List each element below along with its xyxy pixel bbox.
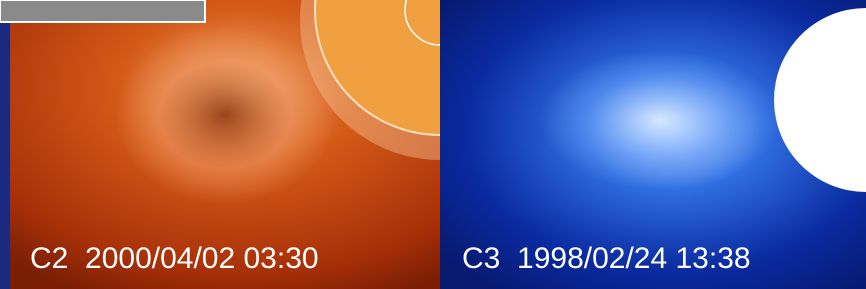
coronagraph-image: C2 2000/04/02 03:30 C3 1998/02/24 13:38 bbox=[0, 0, 866, 289]
cme-loop bbox=[540, 50, 780, 190]
inset-image bbox=[0, 0, 205, 22]
cme-loop bbox=[115, 25, 335, 205]
caption: C3 1998/02/24 13:38 bbox=[462, 242, 751, 275]
edge-strip bbox=[0, 0, 10, 289]
caption: C2 2000/04/02 03:30 bbox=[30, 242, 319, 275]
